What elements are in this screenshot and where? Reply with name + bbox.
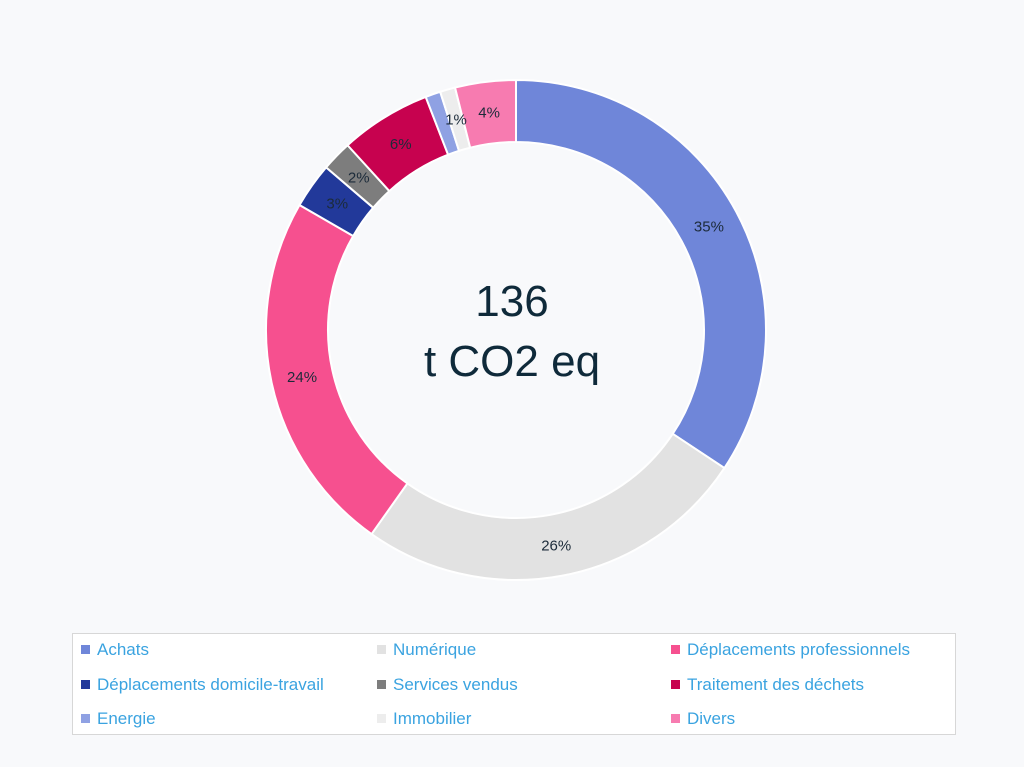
legend-item-divers: Divers [671, 708, 735, 730]
legend-swatch [671, 714, 680, 723]
legend-swatch [377, 714, 386, 723]
legend-item-services-vendus: Services vendus [377, 674, 518, 696]
legend-label: Immobilier [393, 709, 472, 728]
slice-label-2: 24% [287, 369, 317, 386]
legend-label: Divers [687, 709, 736, 728]
legend-item-numerique: Numérique [377, 639, 476, 661]
slice-1 [370, 432, 726, 581]
legend-label: Achats [97, 640, 149, 659]
slice-label-1: 26% [541, 537, 571, 554]
legend-swatch [81, 680, 90, 689]
legend-item-deplacements-domicile-travail: Déplacements domicile-travail [81, 674, 324, 696]
legend-swatch [81, 645, 90, 654]
slice-0 [515, 78, 767, 470]
legend-swatch [671, 680, 680, 689]
legend-swatch [377, 645, 386, 654]
legend-item-traitement-des-dechets: Traitement des déchets [671, 674, 864, 696]
legend-swatch [671, 645, 680, 654]
slice-label-8: 4% [478, 105, 500, 122]
slice-label-0: 35% [694, 218, 724, 235]
donut-slices [265, 78, 767, 581]
center-total: 136 [475, 277, 548, 326]
slice-label-5: 6% [390, 136, 412, 153]
legend-swatch [377, 680, 386, 689]
legend-label: Déplacements professionnels [687, 640, 911, 659]
center-unit: t CO2 eq [424, 337, 600, 386]
legend-item-energie: Energie [81, 708, 156, 730]
legend-swatch [81, 714, 90, 723]
slice-8 [453, 78, 517, 149]
legend-label: Traitement des déchets [687, 675, 865, 694]
legend-item-immobilier: Immobilier [377, 708, 471, 730]
legend-label: Déplacements domicile-travail [97, 675, 324, 694]
donut-chart: 35% 26% 24% 3%2% 6% 1% 4% 136 t CO2 eq [265, 78, 767, 581]
slice-label-4: 2% [348, 170, 370, 187]
slice-label-7: 1% [445, 111, 467, 128]
slice-labels: 35% 26% 24% 3%2% 6% 1% 4% [287, 105, 724, 555]
legend-label: Services vendus [393, 675, 518, 694]
legend-label: Energie [97, 709, 156, 728]
legend-label: Numérique [393, 640, 477, 659]
chart-legend: Achats Numérique Déplacements profession… [72, 633, 956, 735]
slice-label-3: 3% [326, 195, 348, 212]
legend-item-deplacements-professionnels: Déplacements professionnels [671, 639, 910, 661]
legend-item-achats: Achats [81, 639, 149, 661]
